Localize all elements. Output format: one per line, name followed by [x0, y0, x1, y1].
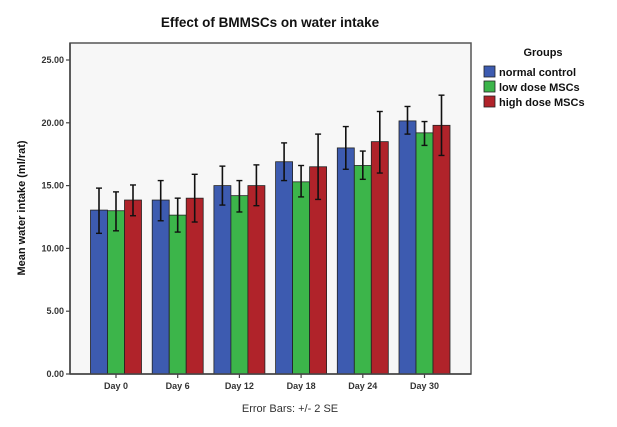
legend-swatch: [483, 80, 496, 93]
error-bar: [421, 120, 428, 147]
legend-label: high dose MSCs: [499, 97, 585, 109]
error-bar: [438, 94, 445, 157]
error-bar: [113, 191, 119, 232]
y-tick-label: 15.00: [41, 181, 64, 191]
error-bar: [236, 179, 243, 213]
error-bar: [376, 110, 383, 174]
error-bar: [174, 197, 181, 233]
bar-low-dose-MSCs-day-18: [292, 181, 311, 375]
footnote: Error Bars: +/- 2 SE: [242, 403, 338, 415]
bar-normal-control-day-0: [90, 209, 108, 375]
bar-low-dose-MSCs-day-0: [107, 210, 125, 375]
bar-low-dose-MSCs-day-12: [230, 195, 249, 375]
error-bar: [219, 165, 226, 206]
chart-title: Effect of BMMSCs on water intake: [161, 15, 380, 30]
x-tick-label: Day 0: [104, 381, 128, 391]
y-ticks-group: 0.00 5.00 10.00 15.00 20.00 25.00: [41, 55, 70, 379]
y-tick-label: 5.00: [46, 306, 64, 316]
bar-normal-control-day-6: [151, 199, 170, 375]
error-bar: [315, 133, 322, 201]
legend-swatch: [483, 95, 496, 108]
error-bar: [342, 125, 349, 170]
y-tick-label: 0.00: [46, 369, 64, 379]
error-bar: [191, 173, 198, 223]
bar-high-dose-MSCs-day-6: [185, 197, 204, 375]
error-bars-group: [96, 94, 445, 235]
bar-high-dose-MSCs-day-0: [124, 199, 142, 375]
error-bar: [359, 150, 366, 181]
error-bar: [157, 179, 164, 222]
error-bar: [298, 164, 305, 198]
x-tick-label: Day 18: [287, 381, 316, 391]
bar-normal-control-day-12: [213, 185, 232, 375]
legend: Groups normal control low dose MSCs high d…: [483, 47, 585, 109]
y-axis-label: Mean water intake (ml/rat): [16, 140, 28, 275]
x-tick-label: Day 12: [225, 381, 254, 391]
bar-normal-control-day-24: [336, 147, 355, 375]
error-bar: [404, 105, 411, 135]
bar-high-dose-MSCs-day-24: [370, 141, 389, 375]
y-tick-label: 20.00: [41, 118, 64, 128]
legend-title: Groups: [523, 47, 562, 59]
legend-label: normal control: [499, 67, 576, 79]
bars-group: [90, 120, 451, 375]
error-bar: [96, 187, 102, 235]
bar-normal-control-day-18: [275, 161, 294, 375]
legend-label: low dose MSCs: [499, 82, 580, 94]
bar-high-dose-MSCs-day-12: [247, 185, 266, 375]
legend-swatch: [483, 65, 496, 78]
y-tick-label: 10.00: [41, 243, 64, 253]
error-bar: [281, 142, 288, 182]
bar-normal-control-day-30: [398, 120, 417, 375]
error-bar: [253, 164, 260, 207]
y-tick-label: 25.00: [41, 55, 64, 65]
x-tick-label: Day 24: [348, 381, 377, 391]
bar-low-dose-MSCs-day-30: [415, 132, 434, 375]
bar-high-dose-MSCs-day-30: [432, 124, 451, 375]
x-ticks-group: Day 0 Day 6 Day 12 Day 18 Day 24 Day 30: [104, 374, 439, 391]
bar-low-dose-MSCs-day-6: [168, 214, 187, 375]
x-tick-label: Day 6: [166, 381, 190, 391]
error-bar: [130, 184, 136, 217]
x-tick-label: Day 30: [410, 381, 439, 391]
bar-low-dose-MSCs-day-24: [353, 165, 372, 375]
